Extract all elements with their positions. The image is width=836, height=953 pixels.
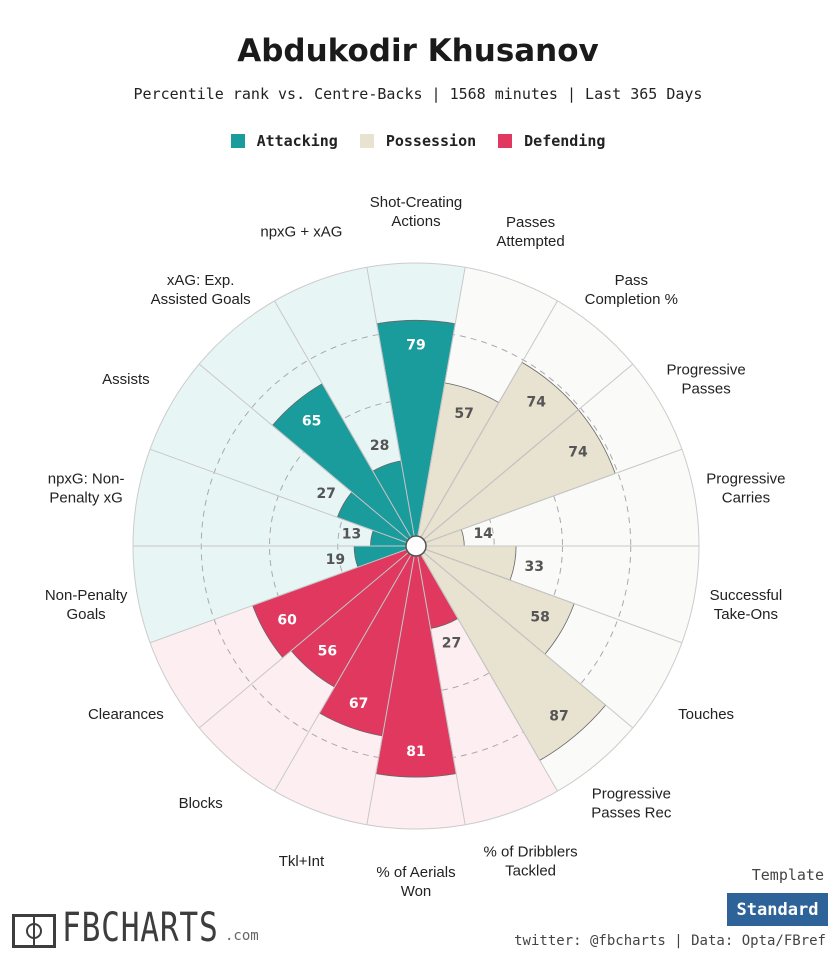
value-label: 27 (316, 486, 335, 502)
value-label: 56 (318, 644, 337, 660)
category-label: Passes Attempted (496, 214, 564, 250)
value-label: 58 (530, 610, 549, 626)
chart-title: Abdukodir Khusanov (237, 33, 599, 69)
background-wedge (133, 546, 407, 643)
category-label: Tkl+Int (279, 853, 325, 870)
fbcharts-logo: FBCHARTS .com (12, 906, 263, 948)
category-label: Successful Take-Ons (710, 587, 783, 623)
legend-item-possession: Possession (359, 132, 477, 150)
value-label: 57 (454, 406, 473, 422)
spoke-line (149, 448, 417, 547)
category-label: Assists (102, 371, 150, 388)
spoke-line (366, 267, 417, 547)
category-label: Touches (678, 706, 734, 723)
spoke-line (198, 363, 417, 547)
legend: Attacking Possession Defending (0, 132, 836, 150)
outer-ring (132, 262, 700, 830)
value-label: 74 (526, 395, 546, 411)
legend-swatch-defending (498, 134, 513, 148)
spoke-line (149, 545, 417, 644)
value-label: 74 (568, 444, 588, 460)
legend-swatch-attacking (230, 134, 245, 148)
legend-item-defending: Defending (498, 132, 605, 150)
value-label: 60 (277, 612, 297, 628)
category-label: npxG + xAG (260, 223, 342, 240)
template-standard-button[interactable]: Standard (727, 893, 828, 926)
logo-text: FBCHARTS (62, 905, 219, 951)
legend-item-attacking: Attacking (230, 132, 338, 150)
category-label: npxG: Non-Penalty xG (48, 471, 125, 507)
spoke-line (415, 267, 466, 547)
credit-line: twitter: @fbcharts | Data: Opta/FBref (514, 933, 826, 949)
category-label: Progressive Passes Rec (591, 785, 672, 821)
category-label: Non-Penalty Goals (45, 587, 128, 623)
category-label: % of Dribblers Tackled (483, 844, 577, 880)
category-label: Progressive Carries (706, 471, 785, 507)
category-label: Blocks (179, 795, 223, 812)
spoke-line (274, 545, 417, 792)
category-label: Pass Completion % (585, 272, 678, 308)
category-label: Shot-Creating Actions (370, 194, 463, 230)
spoke-line (415, 363, 634, 547)
spoke-line (415, 545, 683, 644)
legend-swatch-possession (359, 134, 374, 148)
spoke-line (198, 545, 417, 729)
legend-label-defending: Defending (524, 132, 606, 150)
value-label: 13 (342, 527, 361, 543)
category-label: Clearances (88, 706, 164, 723)
category-label: Progressive Passes (667, 361, 746, 397)
spoke-line (274, 300, 417, 547)
category-label: % of Aerials Won (376, 864, 455, 900)
value-label: 14 (473, 526, 493, 542)
value-label: 28 (370, 438, 389, 454)
spoke-line (415, 300, 558, 547)
chart-subtitle: Percentile rank vs. Centre-Backs | 1568 … (133, 85, 703, 103)
value-label: 19 (326, 552, 345, 568)
center-circle (405, 535, 427, 557)
template-label: Template (751, 866, 824, 884)
background-wedge (133, 449, 407, 546)
spoke-line (366, 545, 417, 825)
value-label: 65 (302, 414, 321, 430)
value-label: 27 (442, 635, 461, 651)
value-label: 67 (349, 696, 368, 712)
value-label: 87 (549, 708, 568, 724)
spoke-line (415, 448, 683, 547)
background-wedge (150, 364, 409, 543)
value-label: 79 (406, 337, 425, 353)
value-label: 81 (406, 744, 425, 760)
background-wedge (417, 554, 558, 825)
legend-label-possession: Possession (385, 132, 477, 150)
logo-suffix: .com (225, 928, 259, 944)
value-label: 33 (525, 559, 544, 575)
spoke-line (415, 545, 634, 729)
category-label: xAG: Exp. Assisted Goals (151, 272, 251, 308)
spoke-line (415, 545, 558, 792)
spoke-line (415, 545, 466, 825)
background-wedge (425, 449, 699, 546)
pitch-icon (12, 914, 56, 948)
legend-label-attacking: Attacking (256, 132, 338, 150)
